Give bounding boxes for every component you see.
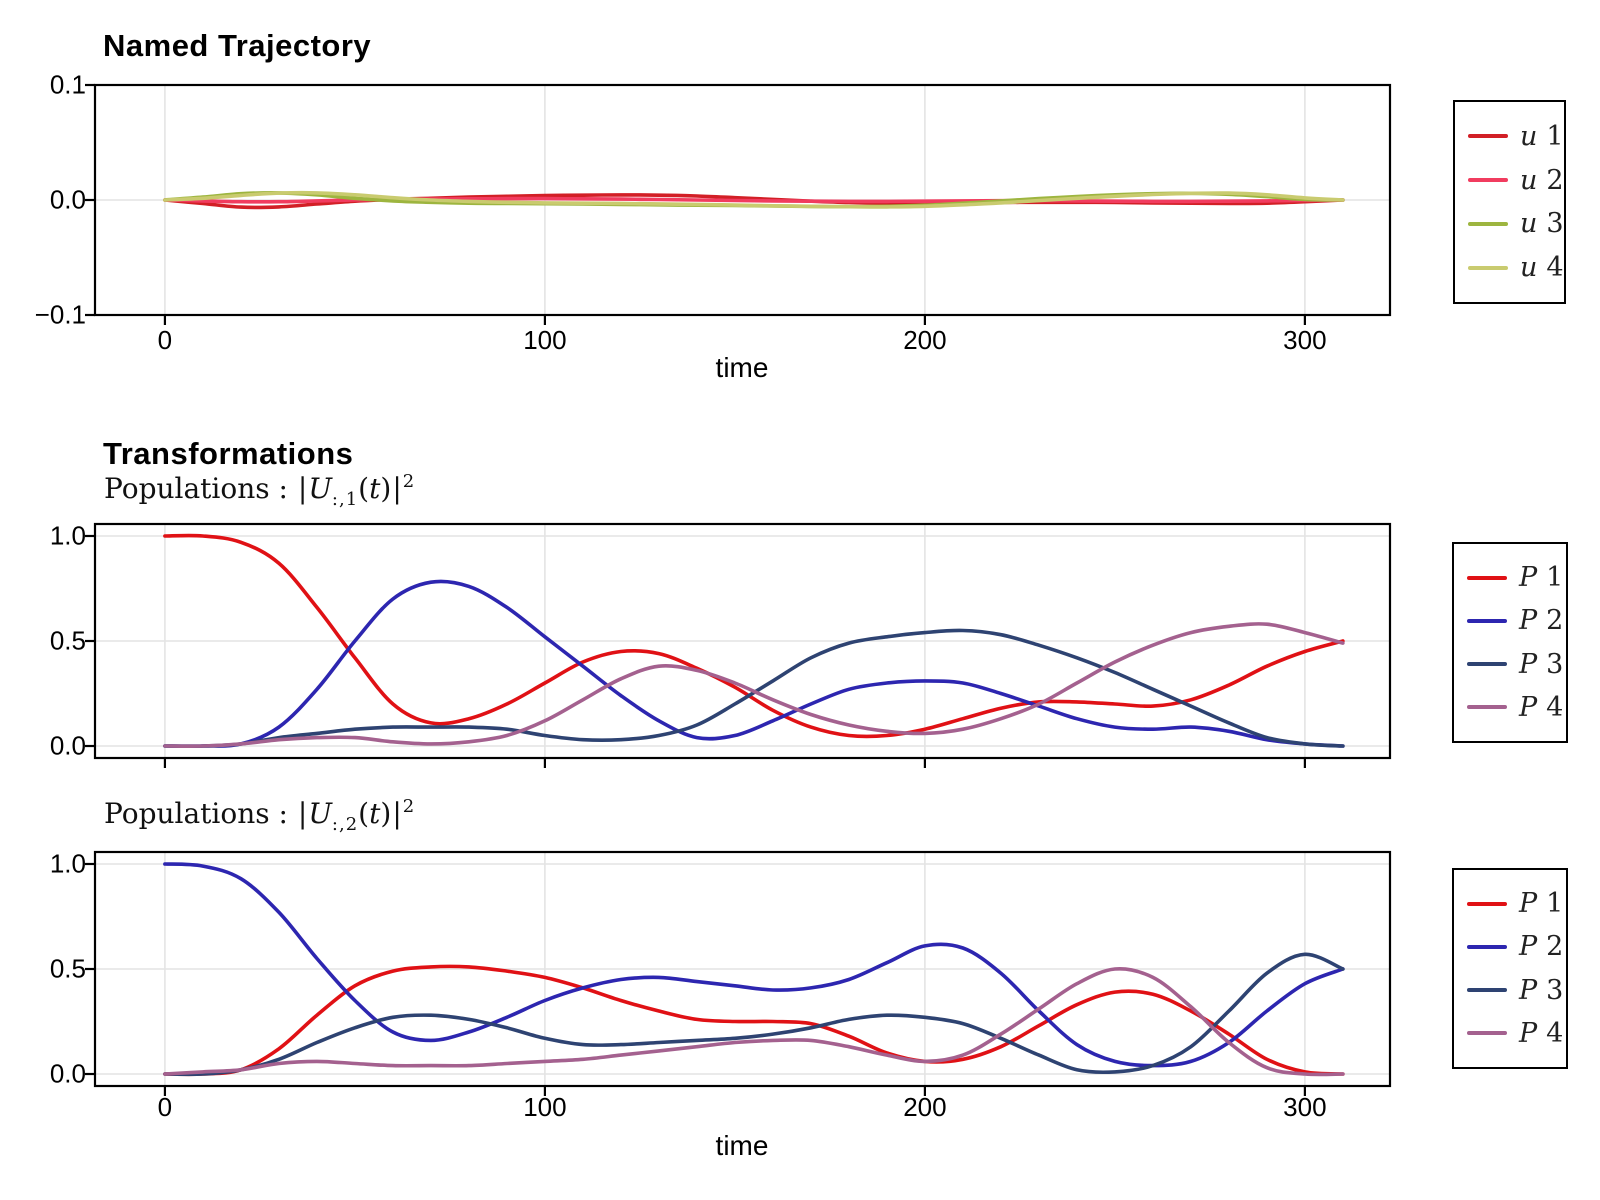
y-tick-label: −0.1 <box>34 299 86 330</box>
series-line-P3 <box>163 952 1345 1077</box>
subtitle-part: 2 <box>402 471 415 492</box>
y-tick-label: 0.0 <box>49 730 86 761</box>
chart2-title: Transformations <box>103 436 354 471</box>
subtitle-part: 2 <box>402 796 415 817</box>
chart3-xaxis-label: time <box>715 1130 769 1161</box>
legend-line-swatch <box>1468 265 1508 270</box>
subtitle-part: Populations : <box>104 797 297 830</box>
subtitle-part: :,1 <box>331 489 359 510</box>
subtitle-part: | <box>297 797 308 830</box>
subtitle-part: U <box>308 797 332 830</box>
legend-line-swatch <box>1467 618 1507 623</box>
y-tick-label: 1.0 <box>49 520 86 551</box>
legend-line-swatch <box>1467 901 1507 906</box>
y-tick-label: 1.0 <box>49 848 86 879</box>
chart2-subtitle: Populations : |U:,1(t)|2 <box>104 471 414 510</box>
subtitle-part: t <box>369 472 381 505</box>
y-tick-label: 0.0 <box>49 184 86 215</box>
x-tick-label: 100 <box>523 325 567 355</box>
y-tick-label: 0.0 <box>49 1058 86 1089</box>
subtitle-part: ) <box>380 797 392 830</box>
legend-line-swatch <box>1467 944 1507 949</box>
y-tick-label: 0.5 <box>49 625 86 656</box>
series-line-u4 <box>163 190 1345 209</box>
x-tick-label: 100 <box>523 1092 567 1122</box>
subtitle-part: t <box>369 797 381 830</box>
legend-line-swatch <box>1467 988 1507 993</box>
chart3-subtitle: Populations : |U:,2(t)|2 <box>104 796 414 835</box>
series-line-P4 <box>163 622 1345 748</box>
x-tick-label: 300 <box>1283 325 1327 355</box>
subtitle-part: Populations : <box>104 472 297 505</box>
subtitle-part: U <box>308 472 332 505</box>
x-tick-label: 300 <box>1283 1092 1327 1122</box>
x-tick-label: 200 <box>903 1092 947 1122</box>
series-line-P4 <box>163 966 1345 1077</box>
legend-line-swatch <box>1467 662 1507 667</box>
subtitle-part: | <box>297 472 308 505</box>
legend-line-swatch <box>1468 178 1508 183</box>
y-tick-label: 0.1 <box>49 69 86 100</box>
subtitle-part: | <box>392 472 402 505</box>
series-line-u2 <box>163 196 1345 204</box>
series-line-P1 <box>163 533 1345 739</box>
legend-line-swatch <box>1467 575 1507 580</box>
legend-line-swatch <box>1467 1031 1507 1036</box>
chart1-xaxis-label: time <box>715 352 769 383</box>
x-tick-label: 0 <box>157 1092 173 1122</box>
x-tick-label: 0 <box>157 325 173 355</box>
legend-line-swatch <box>1468 221 1508 226</box>
subtitle-part: ) <box>380 472 392 505</box>
legend-line-swatch <box>1467 705 1507 710</box>
series-line-P2 <box>163 579 1345 748</box>
subtitle-part: ( <box>358 797 370 830</box>
subtitle-part: ( <box>358 472 370 505</box>
subtitle-part: | <box>392 797 402 830</box>
x-tick-label: 200 <box>903 325 947 355</box>
y-tick-label: 0.5 <box>49 953 86 984</box>
legend-line-swatch <box>1468 134 1508 139</box>
series-line-P1 <box>163 964 1345 1077</box>
subtitle-part: :,2 <box>331 814 359 835</box>
chart1-title: Named Trajectory <box>103 28 372 63</box>
